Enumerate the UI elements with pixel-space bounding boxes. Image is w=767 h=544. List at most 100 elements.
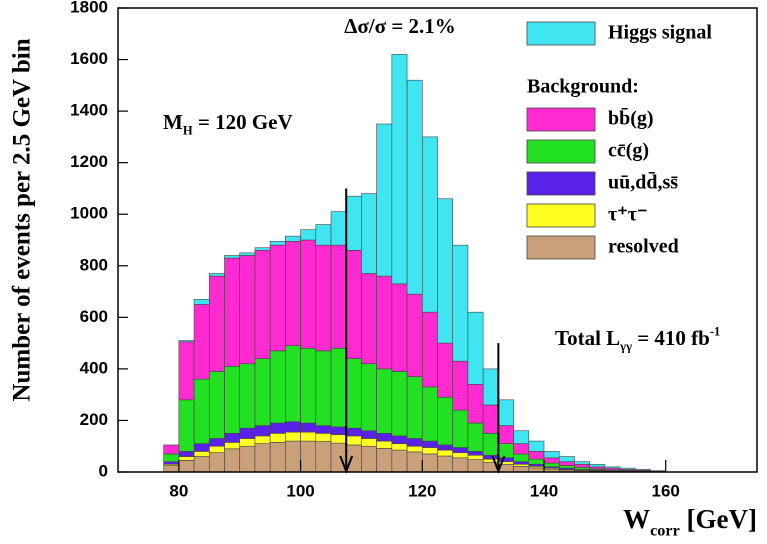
histogram-bar (467, 384, 484, 424)
y-tick-label: 400 (80, 358, 108, 377)
x-axis-label: Wcorr [GeV] (623, 504, 757, 539)
legend-swatch (526, 235, 596, 260)
histogram-bar (269, 433, 286, 443)
histogram-bar (269, 244, 286, 352)
histogram-bar (163, 461, 180, 465)
histogram-bar (406, 445, 423, 453)
annotation-sub: γγ (619, 339, 632, 353)
histogram-bar (558, 465, 575, 469)
histogram-bar (437, 449, 454, 457)
histogram-bar (543, 462, 560, 468)
x-axis-label-rest: [GeV] (680, 504, 757, 534)
y-tick-label: 0 (99, 461, 108, 480)
arrow-head (339, 455, 354, 474)
histogram-bar (254, 443, 271, 473)
annotation: Δσ/σ = 2.1% (344, 14, 456, 38)
annotation-sup: -1 (710, 325, 721, 339)
legend-heading: Background: (527, 76, 639, 98)
histogram-bar (239, 438, 256, 447)
histogram-bar (437, 444, 454, 451)
histogram-bar (178, 460, 195, 473)
histogram-bar (208, 273, 225, 277)
histogram-bar (574, 463, 590, 468)
histogram-bar (163, 465, 180, 473)
histogram-bar (193, 298, 210, 305)
histogram-bar (482, 368, 499, 406)
histogram-bar (224, 448, 241, 473)
histogram-bar (315, 244, 332, 352)
y-axis-label: Number of events per 2.5 GeV bin (9, 38, 36, 401)
x-tick-label: 80 (169, 481, 188, 500)
x-axis-label-main: W (623, 504, 650, 534)
legend-swatch (526, 21, 596, 46)
histogram-bar (315, 224, 332, 246)
histogram-bar (482, 433, 499, 456)
histogram-bar (269, 422, 286, 434)
histogram-bar (543, 457, 560, 464)
histogram-bar (254, 247, 271, 251)
histogram-bar (345, 427, 362, 437)
histogram-bar (421, 447, 438, 455)
histogram-bar (467, 451, 484, 456)
histogram-bar (239, 427, 256, 439)
histogram-bar (421, 386, 438, 442)
histogram-bar (163, 444, 180, 455)
histogram-bar (421, 440, 438, 448)
annotation: Total Lγγ = 410 fb-1 (555, 325, 720, 354)
histogram-bar (376, 275, 393, 370)
histogram-bar (208, 438, 225, 447)
histogram-bar (498, 399, 514, 426)
histogram-bar (361, 193, 377, 274)
histogram-bar (315, 433, 332, 442)
histogram-bar (315, 425, 332, 434)
histogram-bar (300, 347, 317, 424)
histogram-bar (421, 136, 438, 313)
legend-label: resolved (608, 236, 679, 258)
histogram-bar (361, 438, 377, 447)
y-tick-label: 1000 (70, 204, 108, 223)
histogram-bar (254, 435, 271, 444)
histogram-bar (178, 341, 195, 401)
histogram-bar (224, 442, 241, 450)
histogram-bar (391, 54, 408, 285)
arrow-head (491, 455, 506, 474)
histogram-bar (406, 376, 423, 439)
histogram-bar (315, 350, 332, 426)
histogram-bar (361, 445, 377, 473)
histogram-bar (452, 452, 469, 459)
annotation-main: M (163, 110, 183, 134)
histogram-bar (452, 409, 469, 448)
histogram-bar (634, 469, 651, 471)
histogram-bar (421, 311, 438, 388)
histogram-bar (300, 422, 317, 433)
histogram-bar (589, 466, 606, 470)
annotation-main: Total L (555, 326, 620, 350)
legend-swatch (526, 203, 596, 228)
histogram-bar (361, 273, 377, 365)
x-tick-label: 140 (530, 481, 558, 500)
histogram-bar (528, 451, 545, 460)
histogram-bar (558, 456, 575, 462)
histogram-bar (482, 404, 499, 434)
histogram-bar (513, 466, 530, 473)
histogram-bar (224, 433, 241, 443)
histogram-bar (254, 250, 271, 359)
histogram-bar (376, 447, 393, 473)
histogram-bar (239, 445, 256, 473)
histogram-bar (513, 430, 530, 444)
histogram-bar (543, 451, 560, 459)
histogram-bar (269, 240, 286, 246)
histogram-bar (254, 358, 271, 426)
histogram-bar (193, 451, 210, 457)
y-tick-label: 1400 (70, 101, 108, 120)
histogram-bar (330, 244, 347, 349)
histogram-bar (406, 438, 423, 447)
histogram-bar (193, 456, 210, 473)
histogram-bar (300, 440, 317, 473)
histogram-bar (604, 466, 621, 469)
histogram-bar (406, 293, 423, 377)
histogram-bar (406, 79, 423, 295)
annotation: MH = 120 GeV (163, 110, 293, 137)
legend-swatch (526, 107, 596, 132)
